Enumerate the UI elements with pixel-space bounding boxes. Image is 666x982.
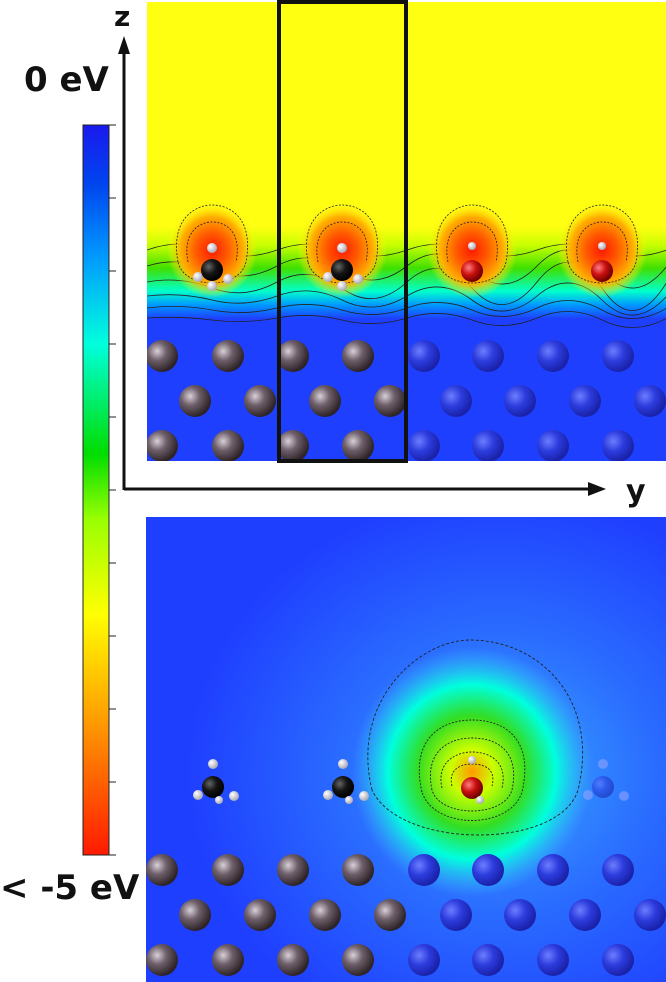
top-molecule-1	[193, 243, 233, 291]
bottom-potential-map	[146, 517, 666, 982]
top-molecule-3	[461, 242, 483, 282]
y-axis-arrow	[588, 482, 606, 496]
axes	[118, 36, 606, 496]
y-axis-label: y	[626, 474, 646, 509]
unit-cell-box	[277, 0, 408, 463]
z-axis-label: z	[114, 0, 131, 33]
colorbar-gradient	[82, 124, 110, 856]
top-molecule-4	[591, 242, 613, 282]
colorbar	[82, 124, 116, 856]
colorbar-top-label: 0 eV	[24, 60, 109, 100]
bottom-molecule-4	[583, 759, 629, 801]
bottom-molecule-2	[323, 759, 369, 804]
bottom-hotspot	[352, 647, 592, 897]
colorbar-ticks	[109, 124, 116, 856]
top-slab-atoms	[147, 340, 666, 461]
bottom-slab-atoms	[146, 854, 666, 976]
top-molecule-2	[323, 243, 363, 291]
bottom-molecule-3	[461, 756, 484, 804]
z-axis-arrow	[118, 36, 130, 54]
bottom-contours	[367, 639, 583, 836]
bottom-molecule-1	[193, 759, 239, 804]
colorbar-bottom-label: < -5 eV	[0, 868, 140, 908]
